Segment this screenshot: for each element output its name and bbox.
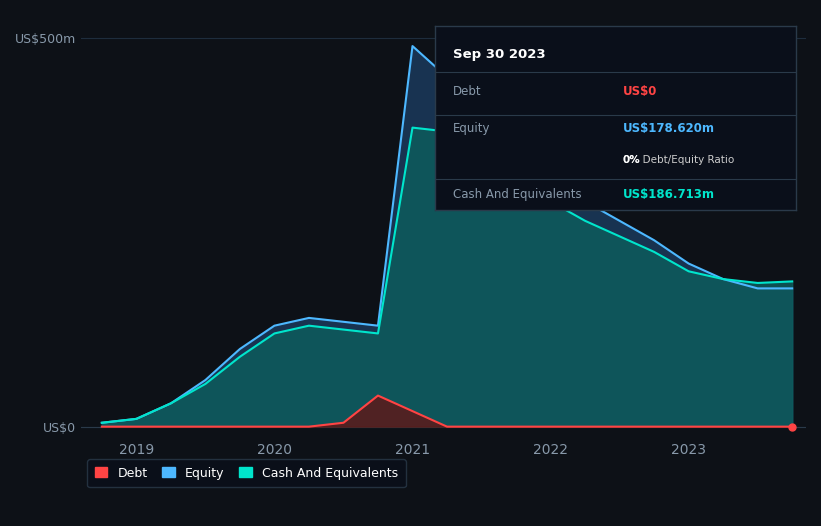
Text: Sep 30 2023: Sep 30 2023 [453,48,546,62]
Legend: Debt, Equity, Cash And Equivalents: Debt, Equity, Cash And Equivalents [87,459,406,487]
Text: Equity: Equity [453,122,491,135]
Text: Debt: Debt [453,85,482,98]
Text: Cash And Equivalents: Cash And Equivalents [453,188,582,201]
Text: US$186.713m: US$186.713m [623,188,715,201]
Text: 0% Debt/Equity Ratio: 0% Debt/Equity Ratio [623,155,734,165]
Text: 0%: 0% [623,155,640,165]
Text: US$0: US$0 [623,85,658,98]
Text: US$178.620m: US$178.620m [623,122,715,135]
